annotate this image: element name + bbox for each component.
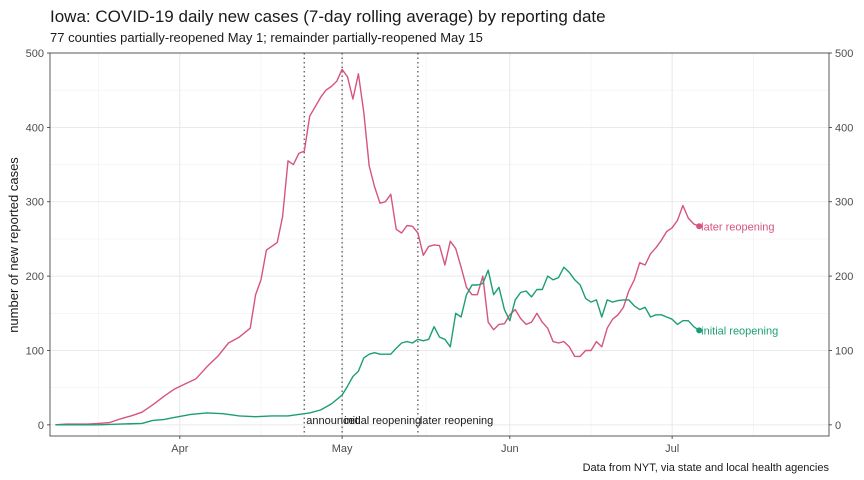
y-axis-left: 0 100 200 300 400 500 — [26, 48, 50, 432]
x-tick-label: Jun — [501, 443, 519, 455]
vline-label-1: initial reopening — [344, 415, 421, 427]
vline-label-0: announced — [306, 415, 360, 427]
y-tick-label-right: 0 — [835, 420, 841, 432]
series-label-0: later reopening — [701, 221, 774, 233]
chart-caption: Data from NYT, via state and local healt… — [583, 462, 830, 474]
y-tick-label-left: 400 — [26, 122, 44, 134]
series-endpoint-1 — [696, 327, 703, 334]
panel-border — [49, 52, 830, 437]
vline-label-2: later reopening — [420, 415, 493, 427]
series-line-1 — [55, 266, 700, 426]
series-line-0 — [55, 68, 700, 426]
grid — [50, 52, 829, 436]
y-tick-label-left: 0 — [38, 420, 44, 432]
y-tick-label-left: 100 — [26, 345, 44, 357]
y-axis-label: number of new reported cases — [6, 157, 21, 333]
y-tick-label-left: 300 — [26, 197, 44, 209]
series-endpoints: later reopening initial reopening — [696, 221, 778, 337]
y-axis-right: 0 100 200 300 400 500 — [829, 48, 853, 432]
chart-title: Iowa: COVID-19 daily new cases (7-day ro… — [50, 7, 606, 26]
series-lines — [55, 68, 700, 426]
y-tick-label-left: 500 — [26, 48, 44, 60]
y-tick-label-right: 100 — [835, 345, 853, 357]
x-tick-label: Jul — [665, 443, 679, 455]
y-tick-label-right: 500 — [835, 48, 853, 60]
series-label-1: initial reopening — [701, 325, 778, 337]
chart-subtitle: 77 counties partially-reopened May 1; re… — [50, 30, 483, 45]
y-tick-label-right: 200 — [835, 271, 853, 283]
series-endpoint-0 — [696, 223, 703, 230]
x-tick-label: Apr — [171, 443, 188, 455]
y-tick-label-left: 200 — [26, 271, 44, 283]
y-tick-label-right: 300 — [835, 197, 853, 209]
x-axis: Apr May Jun Jul — [171, 436, 679, 455]
y-tick-label-right: 400 — [835, 122, 853, 134]
x-tick-label: May — [332, 443, 353, 455]
